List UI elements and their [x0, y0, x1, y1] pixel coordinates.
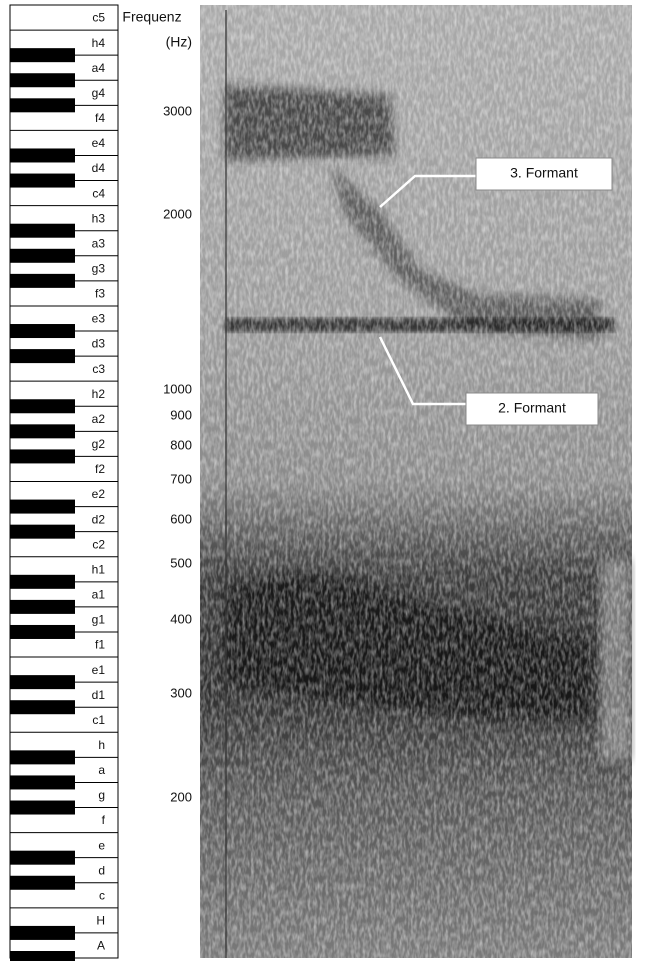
- key-label: c3: [92, 362, 105, 376]
- key-label: e4: [92, 136, 106, 150]
- black-key: [10, 249, 75, 263]
- black-key: [10, 324, 75, 338]
- key-label: a3: [92, 236, 106, 250]
- key-label: g2: [92, 437, 106, 451]
- black-key: [10, 449, 75, 463]
- key-label: g3: [92, 262, 106, 276]
- black-key: [10, 876, 75, 890]
- key-label: a2: [92, 412, 106, 426]
- key-label: h3: [92, 211, 106, 225]
- key-label: d2: [92, 512, 106, 526]
- black-key: [10, 575, 75, 589]
- key-label: g4: [92, 86, 106, 100]
- frequency-ticks: 3000 2000 1000 900 800 700 600 500 400 300 200: [163, 103, 192, 804]
- key-label: e: [98, 838, 105, 852]
- tick-label: 900: [170, 407, 192, 422]
- key-label: A: [97, 939, 105, 953]
- tick-label: 200: [170, 789, 192, 804]
- tick-label: 700: [170, 471, 192, 486]
- page: c5h4a4g4f4e4d4c4h3a3g3f3e3d3c3h2a2g2f2e2…: [0, 0, 647, 961]
- black-key: [10, 801, 75, 815]
- black-key: [10, 625, 75, 639]
- tick-label: 3000: [163, 103, 192, 118]
- black-key: [10, 500, 75, 514]
- black-key: [10, 148, 75, 162]
- key-label: c2: [92, 537, 105, 551]
- key-label: a4: [92, 61, 106, 75]
- black-key: [10, 750, 75, 764]
- key-label: d3: [92, 337, 106, 351]
- key-label: f4: [95, 111, 105, 125]
- key-label: c1: [92, 713, 105, 727]
- key-label: d1: [92, 688, 106, 702]
- key-label: e2: [92, 487, 106, 501]
- key-label: c: [99, 888, 105, 902]
- axis-label: (Hz): [166, 34, 192, 50]
- axis-label: Frequenz: [122, 9, 181, 25]
- black-key: [10, 174, 75, 188]
- key-label: d4: [92, 161, 106, 175]
- black-key: [10, 399, 75, 413]
- tick-label: 800: [170, 437, 192, 452]
- key-label: f1: [95, 638, 105, 652]
- piano-keyboard: c5 h4 a4 g4 f4 e4 d4 c4 h3 a3 g3 f3 e3 d3 c3 h2 a2 g2 f2 e2…: [10, 5, 118, 958]
- spectrogram: [200, 5, 632, 958]
- black-key: [10, 525, 75, 539]
- black-key: [10, 926, 75, 940]
- black-key: [10, 600, 75, 614]
- key-label: e1: [92, 663, 106, 677]
- black-key: [10, 349, 75, 363]
- tick-label: 500: [170, 555, 192, 570]
- key-label: c5: [92, 11, 105, 25]
- key-label: h1: [92, 562, 106, 576]
- key-label: e3: [92, 312, 106, 326]
- key-label: h: [98, 738, 105, 752]
- key-label: g: [98, 788, 105, 802]
- tick-label: 300: [170, 685, 192, 700]
- tick-label: 400: [170, 611, 192, 626]
- black-key: [10, 675, 75, 689]
- key-label: a: [98, 763, 105, 777]
- key-label: d: [98, 863, 105, 877]
- key-label: h4: [92, 36, 106, 50]
- black-key: [10, 851, 75, 865]
- black-key: [10, 224, 75, 238]
- black-key: [10, 274, 75, 288]
- black-key: [10, 73, 75, 87]
- black-key: [10, 775, 75, 789]
- black-key: [10, 951, 75, 961]
- key-label: c4: [92, 186, 105, 200]
- key-label: H: [96, 914, 105, 928]
- key-label: g1: [92, 613, 106, 627]
- tick-label: 2000: [163, 206, 192, 221]
- key-label: f2: [95, 462, 105, 476]
- black-key: [10, 48, 75, 62]
- key-label: a1: [92, 588, 106, 602]
- key-label: h2: [92, 387, 106, 401]
- key-label: f3: [95, 287, 105, 301]
- black-key: [10, 424, 75, 438]
- tick-label: 1000: [163, 381, 192, 396]
- annotation-label: 2. Formant: [498, 400, 566, 416]
- annotation-label: 3. Formant: [510, 165, 578, 181]
- tick-label: 600: [170, 511, 192, 526]
- black-key: [10, 700, 75, 714]
- black-key: [10, 98, 75, 112]
